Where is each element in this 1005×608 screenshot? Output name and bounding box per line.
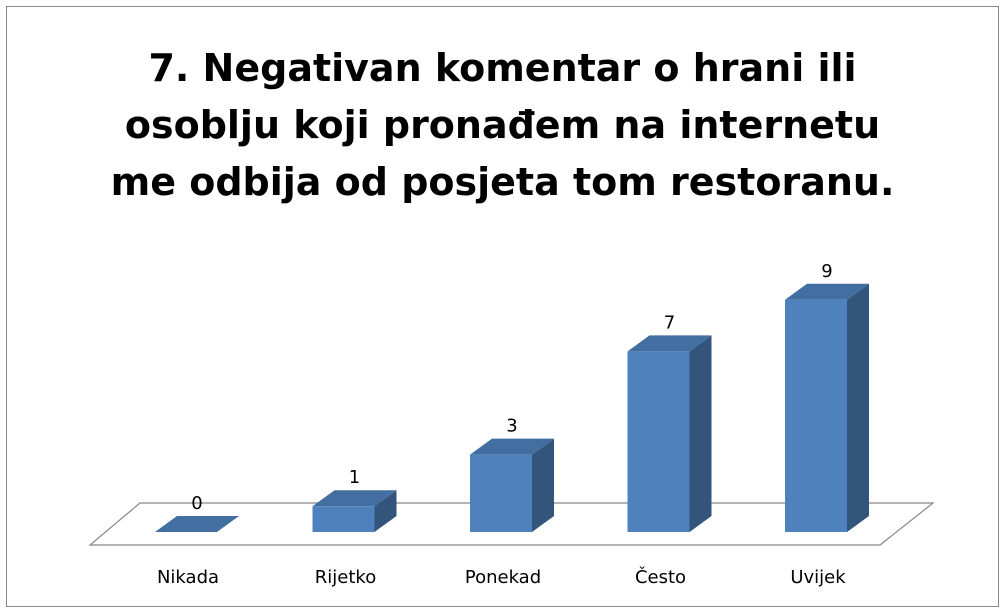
bar-side: [847, 283, 869, 532]
x-tick-label: Rijetko: [315, 567, 376, 588]
bar-top: [627, 335, 712, 352]
bar: [627, 335, 712, 532]
bar-top: [312, 490, 397, 507]
bar: [470, 438, 554, 532]
chart-title: 7. Negativan komentar o hrani ili osoblj…: [110, 46, 895, 204]
bar-front: [312, 506, 375, 532]
x-tick-label: Uvijek: [790, 567, 846, 588]
bar-front: [785, 299, 847, 532]
bar-side: [374, 490, 397, 532]
x-tick-label: Ponekad: [465, 567, 541, 588]
bar: [785, 283, 869, 532]
bar-side: [532, 438, 554, 532]
data-label: 1: [349, 467, 360, 488]
data-label: 0: [191, 493, 202, 514]
x-tick-label: Često: [635, 566, 686, 588]
data-label: 9: [821, 261, 832, 282]
data-label: 3: [506, 416, 517, 437]
bar: [312, 490, 397, 532]
bar: [155, 516, 239, 532]
bar-side: [689, 335, 712, 532]
bar-top: [470, 438, 554, 455]
bar-front: [470, 454, 532, 532]
data-label: 7: [664, 312, 675, 333]
bar-top: [785, 283, 869, 300]
bar-top: [155, 516, 239, 532]
bar-front: [627, 351, 690, 532]
x-tick-label: Nikada: [157, 567, 219, 588]
